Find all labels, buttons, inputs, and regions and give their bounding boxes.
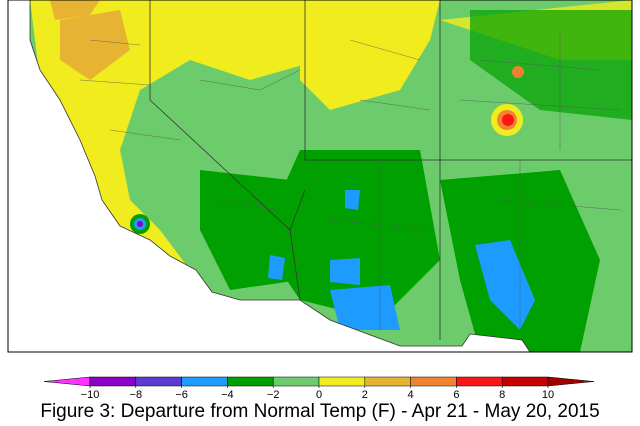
color-band [272, 376, 320, 387]
tick-label: 2 [362, 389, 368, 401]
color-band [410, 376, 457, 387]
tick-label: 10 [542, 389, 554, 401]
color-band [89, 376, 137, 387]
colorbar: −10 −8 −6 −4 −2 0 2 4 6 8 10 [43, 376, 595, 401]
color-band [181, 376, 228, 387]
tick-label: −10 [81, 389, 100, 401]
tick-label: −8 [130, 389, 143, 401]
caption: Figure 3: Departure from Normal Temp (F)… [40, 401, 599, 422]
tick-label: −6 [175, 389, 188, 401]
over-triangle [547, 376, 595, 387]
color-band [318, 376, 366, 387]
coastline [29, 0, 633, 353]
temperature-field [30, 0, 632, 352]
tick-label: 4 [408, 389, 414, 401]
color-band [364, 376, 411, 387]
tick-label: −4 [221, 389, 234, 401]
under-triangle [43, 376, 91, 387]
color-band [456, 376, 503, 387]
color-band [227, 376, 274, 387]
color-band [501, 376, 549, 387]
map [7, 0, 633, 353]
county-lines [79, 30, 621, 330]
tick-label: 0 [316, 389, 322, 401]
tick-label: −2 [267, 389, 280, 401]
color-band [135, 376, 182, 387]
tick-label: 6 [453, 389, 459, 401]
tick-label: 8 [499, 389, 505, 401]
map-frame [7, 0, 633, 353]
state-lines [149, 0, 632, 340]
